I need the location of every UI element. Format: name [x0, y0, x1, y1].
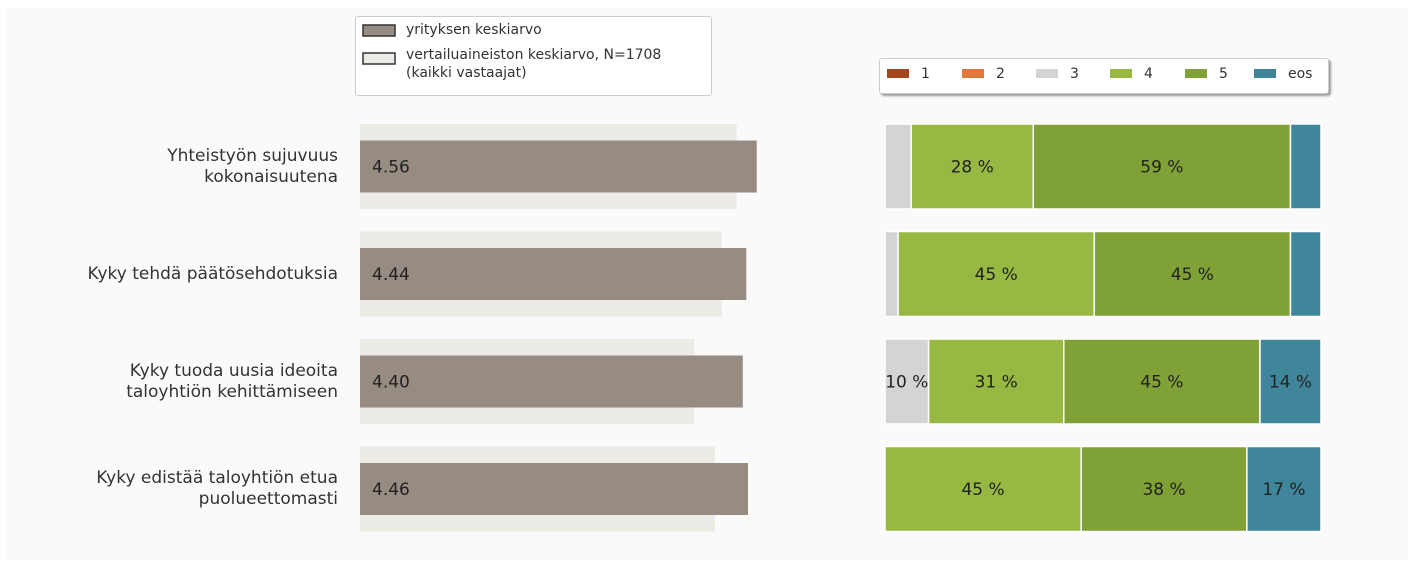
legend-label: 4	[1144, 66, 1153, 82]
legend-label: 2	[996, 66, 1005, 82]
segment	[1289, 123, 1322, 210]
company-bar	[360, 140, 757, 193]
legend-swatch	[1254, 69, 1276, 78]
value-label: 4.40	[372, 373, 410, 393]
legend-label: 5	[1219, 66, 1228, 82]
legend-swatch	[1185, 69, 1207, 78]
legend-swatch	[1110, 69, 1132, 78]
segment	[1246, 445, 1322, 533]
segment	[927, 338, 1065, 425]
segment-label: 59 %	[1140, 158, 1183, 178]
category-label: Yhteistyön sujuvuus kokonaisuutena	[167, 145, 338, 187]
category-label: Kyky edistää taloyhtiön etua puolueettom…	[96, 468, 338, 509]
legend-swatch	[362, 52, 396, 65]
segment	[1259, 338, 1322, 425]
segment-label: 31 %	[975, 373, 1018, 393]
segment	[884, 123, 912, 210]
segment	[1063, 338, 1261, 425]
value-label: 4.46	[372, 480, 410, 500]
segment	[884, 338, 930, 425]
segment-label: 17 %	[1262, 480, 1305, 500]
legend-label: 1	[921, 66, 930, 82]
segment-label: 45 %	[975, 265, 1018, 285]
legend-box	[355, 16, 712, 96]
legend-swatch	[887, 69, 909, 78]
segment-label: 38 %	[1142, 480, 1185, 500]
company-bar	[360, 463, 749, 515]
legend-swatch	[362, 24, 396, 37]
segment	[884, 230, 899, 318]
segment	[897, 230, 1096, 318]
segment	[1032, 123, 1292, 210]
legend-label: 3	[1070, 66, 1079, 82]
segment-label: 28 %	[951, 158, 994, 178]
segment	[910, 123, 1034, 210]
segment-label: 45 %	[1140, 373, 1183, 393]
legend-label: yrityksen keskiarvo	[406, 22, 542, 38]
legend-label: eos	[1288, 66, 1312, 82]
value-label: 4.56	[372, 158, 410, 178]
segment	[1289, 230, 1322, 318]
company-bar	[360, 355, 743, 408]
category-label: Kyky tehdä päätösehdotuksia	[87, 263, 338, 284]
segment	[1093, 230, 1292, 318]
legend-label: vertailuaineiston keskiarvo, N=1708 (kai…	[406, 47, 662, 81]
segment-label: 45 %	[1171, 265, 1214, 285]
company-bar	[360, 248, 747, 300]
value-label: 4.44	[372, 265, 410, 285]
segment	[884, 445, 1082, 533]
legend-swatch	[1036, 69, 1058, 78]
segment-label: 10 %	[885, 373, 928, 393]
category-label: Kyky tuoda uusia ideoita taloyhtiön kehi…	[126, 360, 338, 402]
segment-label: 14 %	[1269, 373, 1312, 393]
legend-swatch	[962, 69, 984, 78]
segment-label: 45 %	[961, 480, 1004, 500]
